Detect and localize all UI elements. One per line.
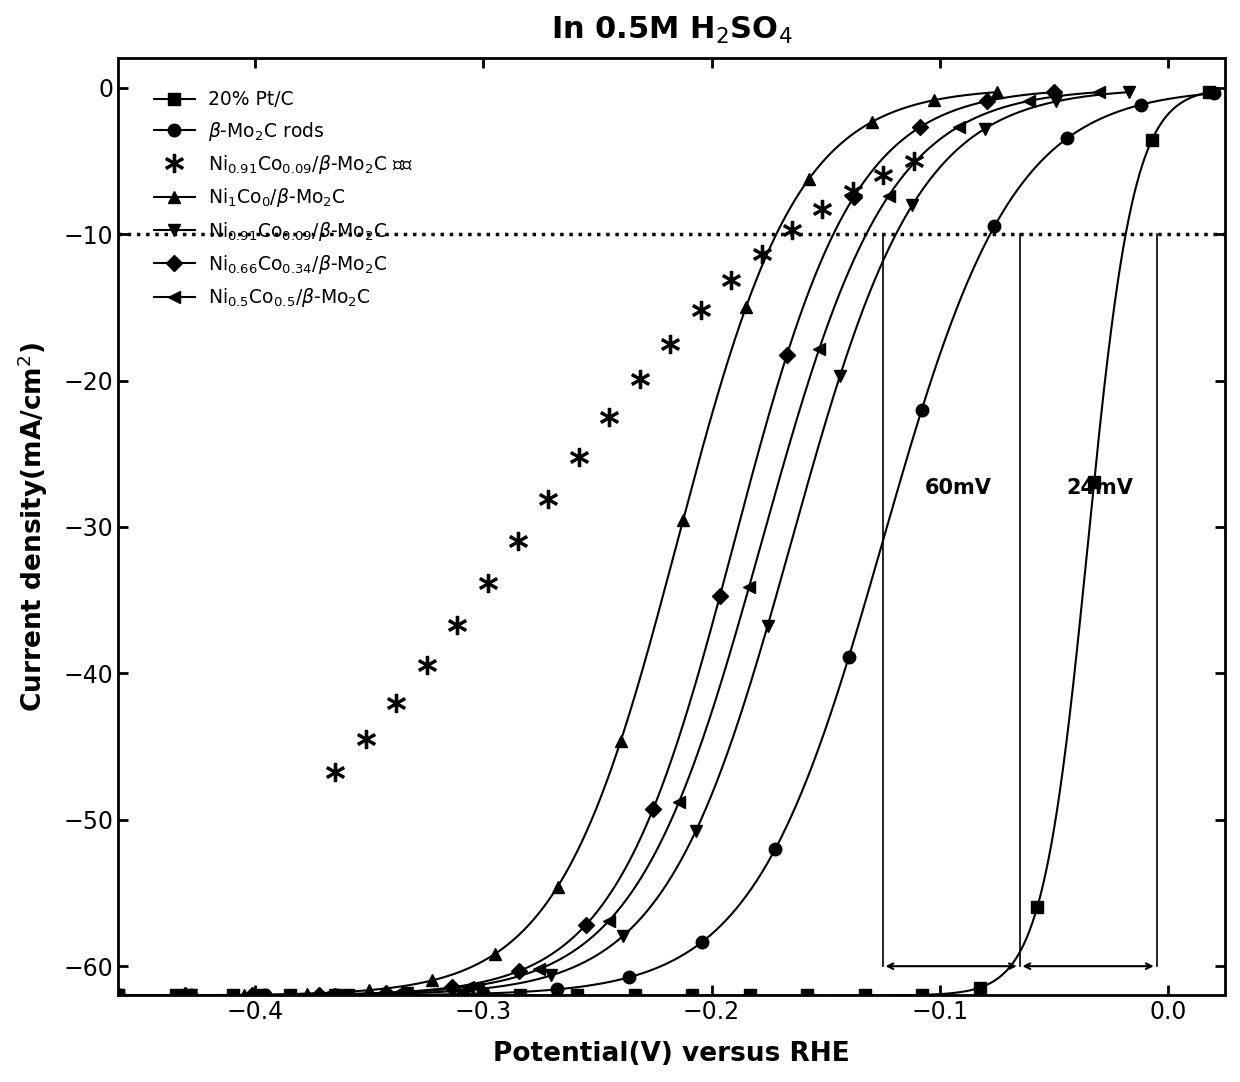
- Text: 24mV: 24mV: [1066, 477, 1133, 498]
- Title: In 0.5M H$_2$SO$_4$: In 0.5M H$_2$SO$_4$: [551, 15, 792, 47]
- Legend: 20% Pt/C, $\beta$-Mo$_2$C rods, Ni$_{0.91}$Co$_{0.09}$/$\beta$-Mo$_2$C 块体, Ni$_1: 20% Pt/C, $\beta$-Mo$_2$C rods, Ni$_{0.9…: [146, 83, 422, 317]
- Text: 60mV: 60mV: [925, 477, 992, 498]
- X-axis label: Potential(V) versus RHE: Potential(V) versus RHE: [494, 1041, 849, 1067]
- Y-axis label: Current density(mA/cm$^2$): Current density(mA/cm$^2$): [15, 342, 50, 712]
